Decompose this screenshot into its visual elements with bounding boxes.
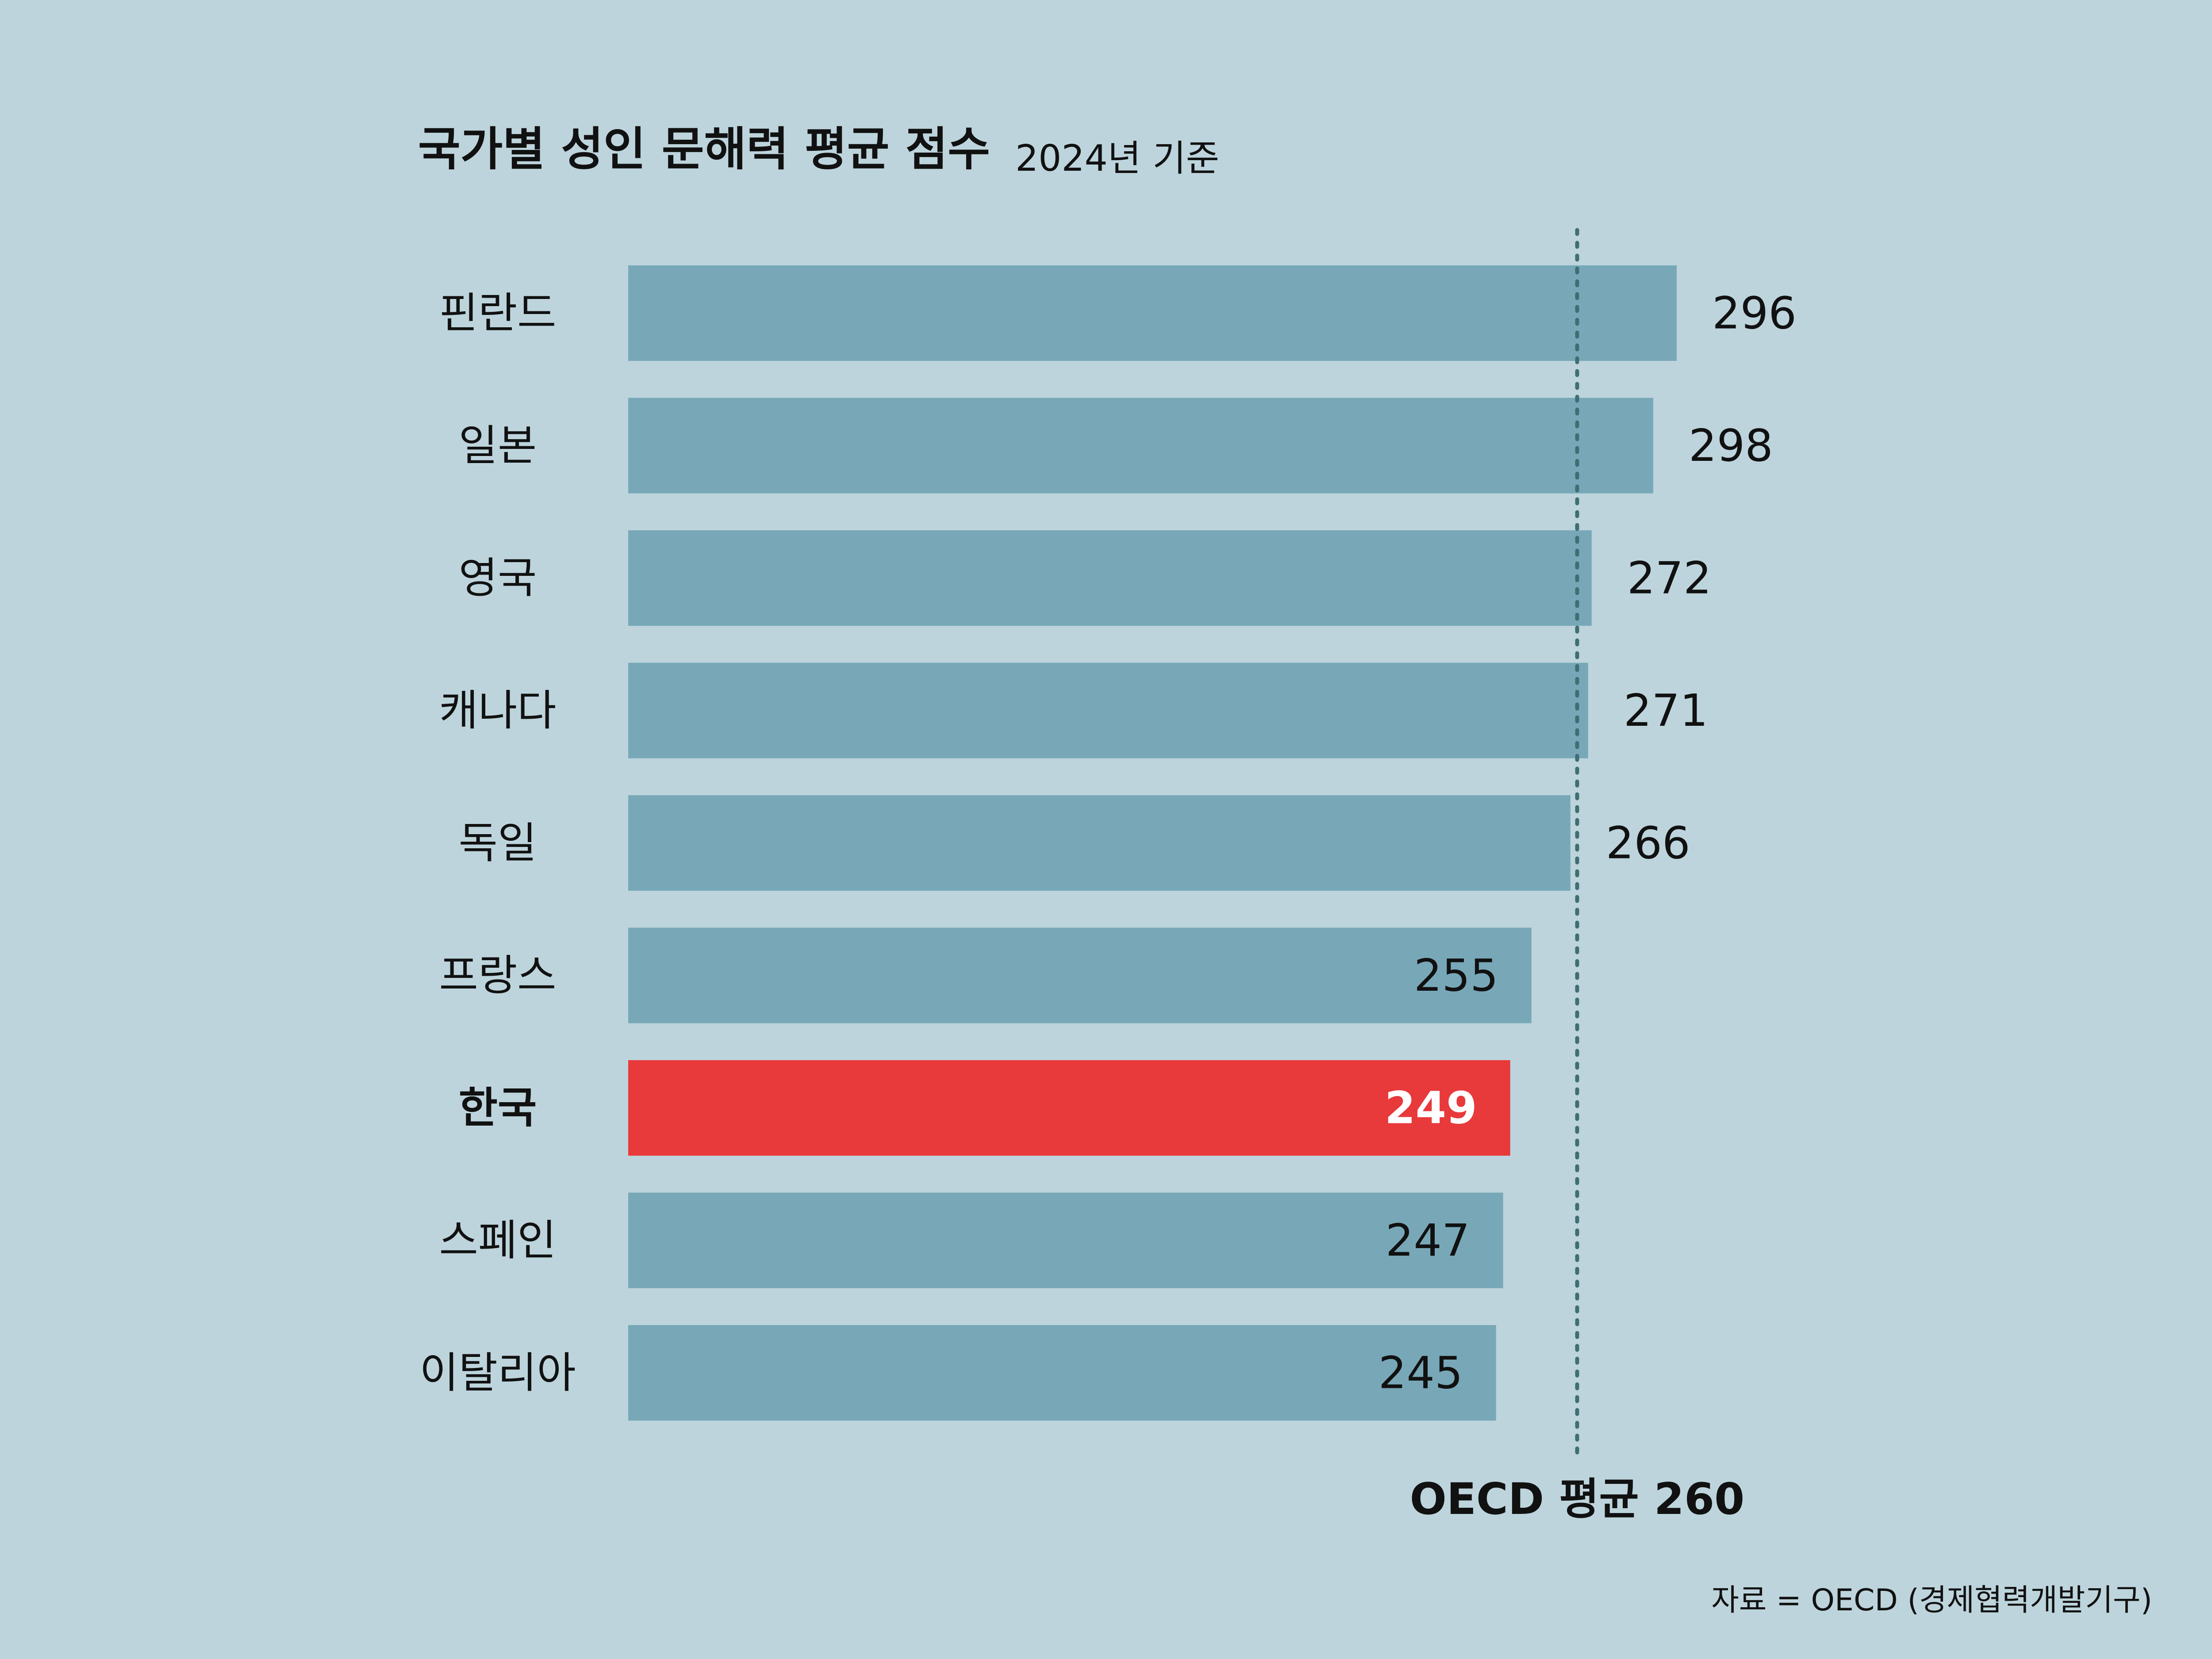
value-label-6: 249 xyxy=(1385,1082,1477,1134)
value-label-4: 266 xyxy=(1606,817,1690,869)
oecd-average-label: OECD 평균 260 xyxy=(1410,1474,1745,1525)
category-label-6: 한국 xyxy=(459,1083,537,1133)
value-label-0: 296 xyxy=(1712,287,1797,339)
bar-0 xyxy=(628,265,1677,361)
bar-8 xyxy=(628,1325,1496,1421)
category-label-8: 이탈리아 xyxy=(419,1348,576,1398)
value-label-8: 245 xyxy=(1379,1347,1463,1399)
bar-5 xyxy=(628,927,1532,1023)
category-label-5: 프랑스 xyxy=(439,951,557,1000)
bar-7 xyxy=(628,1192,1503,1288)
category-label-0: 핀란드 xyxy=(439,288,557,338)
value-label-1: 298 xyxy=(1689,420,1773,471)
category-label-4: 독일 xyxy=(459,818,537,868)
category-label-1: 일본 xyxy=(459,421,537,471)
bar-4 xyxy=(628,795,1571,891)
chart-subtitle: 2024년 기준 xyxy=(1015,138,1220,180)
bar-6 xyxy=(628,1060,1510,1156)
bar-1 xyxy=(628,398,1653,494)
bar-2 xyxy=(628,530,1592,626)
chart-title: 국가별 성인 문해력 평균 점수 xyxy=(418,122,990,176)
category-label-7: 스페인 xyxy=(439,1216,557,1265)
bar-3 xyxy=(628,663,1588,759)
value-label-5: 255 xyxy=(1414,950,1498,1001)
value-label-3: 271 xyxy=(1624,685,1708,736)
value-label-2: 272 xyxy=(1627,552,1712,604)
category-label-2: 영국 xyxy=(459,553,537,603)
category-label-3: 캐나다 xyxy=(439,686,557,736)
source-note: 자료 = OECD (경제협력개발기구) xyxy=(1711,1583,2152,1618)
value-label-7: 247 xyxy=(1386,1215,1470,1266)
